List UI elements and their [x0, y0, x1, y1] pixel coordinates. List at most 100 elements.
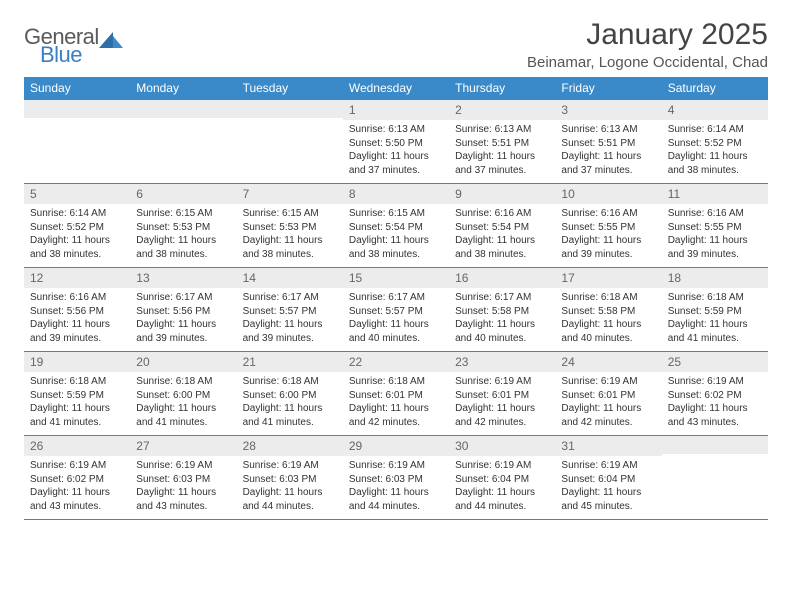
calendar-cell: 11Sunrise: 6:16 AMSunset: 5:55 PMDayligh… [662, 184, 768, 268]
day-number: 16 [449, 268, 555, 288]
day-number: 6 [130, 184, 236, 204]
day-line: and 42 minutes. [561, 416, 655, 430]
day-line: Daylight: 11 hours [561, 150, 655, 164]
day-number: 29 [343, 436, 449, 456]
day-content: Sunrise: 6:19 AMSunset: 6:01 PMDaylight:… [555, 372, 661, 435]
calendar-cell: 18Sunrise: 6:18 AMSunset: 5:59 PMDayligh… [662, 268, 768, 352]
day-number: 30 [449, 436, 555, 456]
day-line: Sunset: 6:03 PM [349, 473, 443, 487]
day-content [237, 118, 343, 174]
col-thursday: Thursday [449, 77, 555, 100]
day-line: Daylight: 11 hours [30, 318, 124, 332]
header: General Blue January 2025 Beinamar, Logo… [24, 18, 768, 71]
calendar-cell: 28Sunrise: 6:19 AMSunset: 6:03 PMDayligh… [237, 436, 343, 520]
title-block: January 2025 Beinamar, Logone Occidental… [527, 18, 768, 71]
day-content: Sunrise: 6:14 AMSunset: 5:52 PMDaylight:… [662, 120, 768, 183]
calendar-cell: 30Sunrise: 6:19 AMSunset: 6:04 PMDayligh… [449, 436, 555, 520]
day-content: Sunrise: 6:14 AMSunset: 5:52 PMDaylight:… [24, 204, 130, 267]
day-line: Sunrise: 6:18 AM [30, 375, 124, 389]
day-line: Sunset: 6:03 PM [243, 473, 337, 487]
day-line: Sunrise: 6:18 AM [136, 375, 230, 389]
calendar-cell: 31Sunrise: 6:19 AMSunset: 6:04 PMDayligh… [555, 436, 661, 520]
day-line: Daylight: 11 hours [455, 402, 549, 416]
day-line: Sunrise: 6:18 AM [668, 291, 762, 305]
day-line: and 41 minutes. [243, 416, 337, 430]
day-content: Sunrise: 6:16 AMSunset: 5:55 PMDaylight:… [662, 204, 768, 267]
day-number: 24 [555, 352, 661, 372]
day-line: Sunrise: 6:15 AM [349, 207, 443, 221]
day-line: Sunrise: 6:19 AM [455, 459, 549, 473]
day-number: 11 [662, 184, 768, 204]
day-number: 17 [555, 268, 661, 288]
calendar-row: 1Sunrise: 6:13 AMSunset: 5:50 PMDaylight… [24, 100, 768, 184]
day-number: 1 [343, 100, 449, 120]
calendar-cell: 13Sunrise: 6:17 AMSunset: 5:56 PMDayligh… [130, 268, 236, 352]
day-content: Sunrise: 6:13 AMSunset: 5:51 PMDaylight:… [449, 120, 555, 183]
day-line: Sunrise: 6:19 AM [561, 459, 655, 473]
day-line: Daylight: 11 hours [455, 318, 549, 332]
day-line: Daylight: 11 hours [136, 402, 230, 416]
day-line: and 39 minutes. [668, 248, 762, 262]
day-line: Daylight: 11 hours [136, 234, 230, 248]
day-content: Sunrise: 6:17 AMSunset: 5:58 PMDaylight:… [449, 288, 555, 351]
day-line: Sunset: 5:52 PM [668, 137, 762, 151]
day-line: Sunrise: 6:14 AM [668, 123, 762, 137]
day-line: Daylight: 11 hours [30, 234, 124, 248]
day-line: and 41 minutes. [136, 416, 230, 430]
day-line: Daylight: 11 hours [455, 150, 549, 164]
calendar-cell: 21Sunrise: 6:18 AMSunset: 6:00 PMDayligh… [237, 352, 343, 436]
day-content: Sunrise: 6:18 AMSunset: 6:01 PMDaylight:… [343, 372, 449, 435]
calendar-row: 12Sunrise: 6:16 AMSunset: 5:56 PMDayligh… [24, 268, 768, 352]
logo-text: General Blue [24, 26, 99, 66]
day-number: 19 [24, 352, 130, 372]
day-line: Sunrise: 6:19 AM [561, 375, 655, 389]
day-line: Sunrise: 6:18 AM [243, 375, 337, 389]
calendar-row: 5Sunrise: 6:14 AMSunset: 5:52 PMDaylight… [24, 184, 768, 268]
day-number: 10 [555, 184, 661, 204]
day-line: Daylight: 11 hours [243, 402, 337, 416]
day-line: Daylight: 11 hours [668, 318, 762, 332]
day-line: Daylight: 11 hours [243, 234, 337, 248]
day-line: Sunset: 5:56 PM [136, 305, 230, 319]
day-line: Sunset: 5:57 PM [243, 305, 337, 319]
day-line: and 37 minutes. [561, 164, 655, 178]
day-content: Sunrise: 6:15 AMSunset: 5:54 PMDaylight:… [343, 204, 449, 267]
day-line: Sunset: 5:59 PM [30, 389, 124, 403]
day-line: Sunrise: 6:17 AM [349, 291, 443, 305]
day-line: Sunrise: 6:15 AM [243, 207, 337, 221]
day-line: Sunrise: 6:16 AM [668, 207, 762, 221]
day-line: and 43 minutes. [668, 416, 762, 430]
day-line: Daylight: 11 hours [349, 402, 443, 416]
day-content: Sunrise: 6:16 AMSunset: 5:54 PMDaylight:… [449, 204, 555, 267]
day-line: and 42 minutes. [349, 416, 443, 430]
day-line: and 44 minutes. [349, 500, 443, 514]
day-content [24, 118, 130, 174]
day-line: Sunrise: 6:19 AM [455, 375, 549, 389]
day-line: Sunset: 6:02 PM [668, 389, 762, 403]
day-line: Sunset: 5:55 PM [668, 221, 762, 235]
day-line: Sunrise: 6:16 AM [30, 291, 124, 305]
day-line: Sunrise: 6:15 AM [136, 207, 230, 221]
day-line: Daylight: 11 hours [455, 486, 549, 500]
calendar-cell: 19Sunrise: 6:18 AMSunset: 5:59 PMDayligh… [24, 352, 130, 436]
calendar-cell: 17Sunrise: 6:18 AMSunset: 5:58 PMDayligh… [555, 268, 661, 352]
day-line: Sunset: 5:54 PM [455, 221, 549, 235]
day-content: Sunrise: 6:19 AMSunset: 6:02 PMDaylight:… [24, 456, 130, 519]
logo: General Blue [24, 18, 125, 66]
day-number: 31 [555, 436, 661, 456]
day-line: Sunset: 5:54 PM [349, 221, 443, 235]
day-content: Sunrise: 6:16 AMSunset: 5:56 PMDaylight:… [24, 288, 130, 351]
day-content: Sunrise: 6:18 AMSunset: 6:00 PMDaylight:… [130, 372, 236, 435]
day-line: and 45 minutes. [561, 500, 655, 514]
day-number: 14 [237, 268, 343, 288]
day-line: Daylight: 11 hours [243, 318, 337, 332]
calendar-cell: 6Sunrise: 6:15 AMSunset: 5:53 PMDaylight… [130, 184, 236, 268]
calendar-cell: 8Sunrise: 6:15 AMSunset: 5:54 PMDaylight… [343, 184, 449, 268]
calendar-cell: 5Sunrise: 6:14 AMSunset: 5:52 PMDaylight… [24, 184, 130, 268]
day-line: Daylight: 11 hours [561, 318, 655, 332]
day-line: Sunset: 5:51 PM [561, 137, 655, 151]
day-number: 18 [662, 268, 768, 288]
day-line: and 43 minutes. [136, 500, 230, 514]
day-number: 8 [343, 184, 449, 204]
calendar-cell: 16Sunrise: 6:17 AMSunset: 5:58 PMDayligh… [449, 268, 555, 352]
